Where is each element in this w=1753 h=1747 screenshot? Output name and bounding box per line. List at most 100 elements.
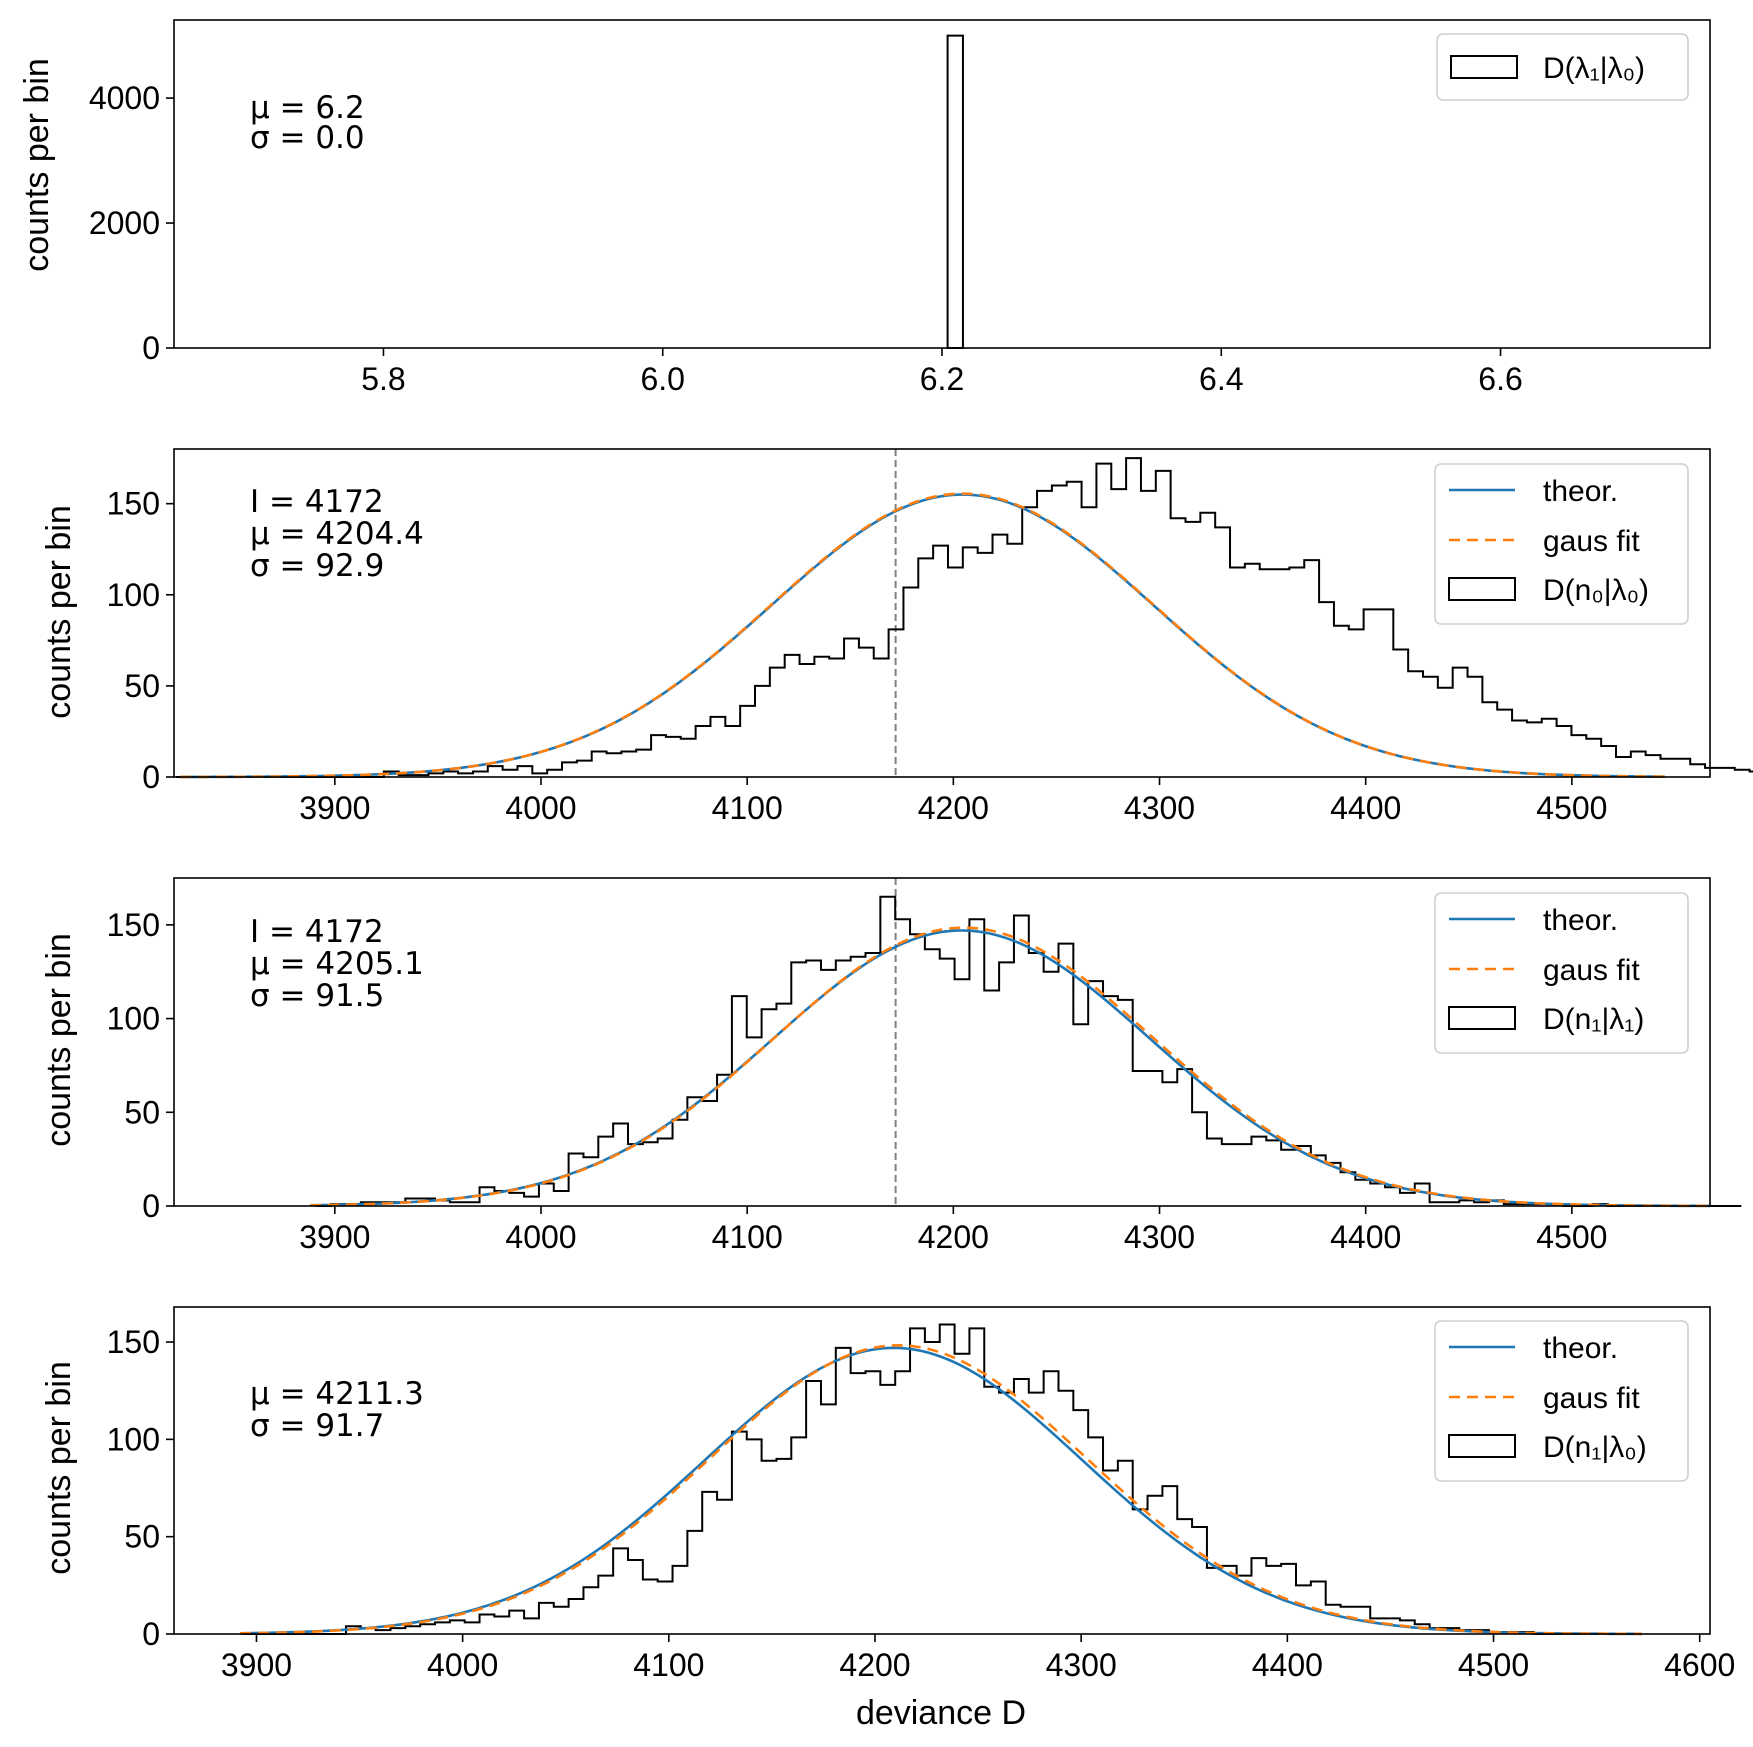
panel-1-xtick-label: 6.6	[1478, 361, 1522, 397]
panel-1-ytick-label: 2000	[89, 205, 160, 241]
panel-1-annotation-sigma: σ = 0.0	[250, 120, 365, 156]
panel-2-xtick-label: 4400	[1330, 790, 1401, 826]
panel-3-plot: 3900 4000 4100 4200 4300 4400 4500 0 50 100 150	[107, 877, 1742, 1255]
panel-3-xtick-label: 4000	[505, 1219, 576, 1255]
panel-4-xtick-label: 4400	[1252, 1647, 1323, 1683]
panel-2-xtick-label: 4300	[1124, 790, 1195, 826]
panel-4-legend: theor. gaus fit D(n₁|λ₀)	[1434, 1320, 1689, 1482]
panel-4-annotation-mu: μ = 4211.3	[250, 1376, 424, 1412]
panel-2-ytick-label: 50	[124, 668, 160, 704]
panel-3-legend-theor-label: theor.	[1543, 904, 1618, 937]
panel-1-xtick-label: 6.2	[920, 361, 964, 397]
panel-4-gaus-fit-curve	[239, 1344, 1642, 1636]
panel-4-annotations: μ = 4211.3 σ = 91.7	[250, 1376, 424, 1444]
panel-3-legend-hist-swatch	[1448, 1006, 1516, 1030]
panel-2-ylabel: counts per bin	[40, 505, 78, 719]
panel-3: 3900 4000 4100 4200 4300 4400 4500 0 50 100 150 co…	[40, 877, 1742, 1255]
panel-3-xtick-label: 3900	[299, 1219, 370, 1255]
panel-4-ytick-label: 0	[142, 1616, 160, 1652]
panel-3-annotation-mu: μ = 4205.1	[250, 946, 424, 982]
panel-2-ytick-label: 150	[107, 486, 160, 522]
panel-4-theor-curve	[239, 1346, 1642, 1636]
panel-1-legend-hist-swatch	[1450, 55, 1518, 79]
panel-1-legend-box	[1436, 33, 1689, 101]
panel-4-legend-fit-label: gaus fit	[1543, 1382, 1640, 1415]
panel-3-xtick-label: 4500	[1536, 1219, 1607, 1255]
panel-3-ytick-label: 100	[107, 1001, 160, 1037]
panel-1-xtick-label: 6.4	[1199, 361, 1243, 397]
panel-3-annotation-sigma: σ = 91.5	[250, 978, 384, 1014]
panel-1-xtick-label: 6.0	[640, 361, 684, 397]
panel-2-histogram	[176, 457, 1753, 778]
panel-2-annotation-i: I = 4172	[250, 484, 384, 520]
panel-3-ytick-label: 50	[124, 1094, 160, 1130]
panel-2-annotation-sigma: σ = 92.9	[250, 548, 384, 584]
panel-1-histogram	[946, 34, 964, 349]
panel-2-theor-curve	[180, 493, 1665, 779]
panel-3-annotations: I = 4172 μ = 4205.1 σ = 91.5	[250, 914, 424, 1014]
panel-2-annotations: I = 4172 μ = 4204.4 σ = 92.9	[250, 484, 424, 584]
panel-2-xtick-label: 4200	[918, 790, 989, 826]
panel-4: 3900 4000 4100 4200 4300 4400 4500 4600 0 50 100 15…	[40, 1306, 1735, 1732]
panel-1-ytick-label: 0	[142, 330, 160, 366]
panel-2-annotation-mu: μ = 4204.4	[250, 516, 424, 552]
panel-4-histogram	[242, 1323, 1638, 1635]
panel-3-legend: theor. gaus fit D(n₁|λ₁)	[1434, 892, 1689, 1054]
panel-4-xtick-label: 4200	[839, 1647, 910, 1683]
panel-4-ytick-label: 50	[124, 1519, 160, 1555]
panel-3-xtick-label: 4100	[712, 1219, 783, 1255]
panel-2-ytick-label: 100	[107, 577, 160, 613]
panel-1-annotations: μ = 6.2 σ = 0.0	[250, 90, 365, 156]
panel-2-plot: 3900 4000 4100 4200 4300 4400 4500 0 50 100 150	[107, 448, 1753, 826]
panel-4-axes-frame	[173, 1306, 1711, 1635]
panel-2-legend-theor-label: theor.	[1543, 475, 1618, 508]
panel-3-xtick-label: 4400	[1330, 1219, 1401, 1255]
panel-4-xtick-label: 4600	[1664, 1647, 1735, 1683]
panel-4-ytick-label: 100	[107, 1421, 160, 1457]
panel-4-legend-hist-swatch	[1448, 1434, 1516, 1458]
panel-2-axes-frame	[173, 448, 1711, 778]
panel-4-xtick-label: 4000	[427, 1647, 498, 1683]
panel-1-plot: 5.8 6.0 6.2 6.4 6.6 0 2000 4000	[89, 19, 1711, 397]
panel-2-legend: theor. gaus fit D(n₀|λ₀)	[1434, 463, 1689, 625]
panel-1-ytick-label: 4000	[89, 80, 160, 116]
panel-2-legend-hist-label: D(n₀|λ₀)	[1543, 574, 1649, 607]
panel-3-legend-hist-label: D(n₁|λ₁)	[1543, 1003, 1644, 1036]
panel-4-xtick-label: 3900	[221, 1647, 292, 1683]
panel-3-ylabel: counts per bin	[40, 933, 78, 1147]
panel-2-xtick-label: 3900	[299, 790, 370, 826]
panel-4-legend-theor-label: theor.	[1543, 1332, 1618, 1365]
panel-4-legend-box	[1434, 1320, 1689, 1482]
panel-4-ytick-label: 150	[107, 1324, 160, 1360]
panel-4-ylabel: counts per bin	[40, 1361, 78, 1575]
panel-4-annotation-sigma: σ = 91.7	[250, 1408, 384, 1444]
panel-2-xtick-label: 4500	[1536, 790, 1607, 826]
panel-4-plot: 3900 4000 4100 4200 4300 4400 4500 4600 0 50 100 15…	[107, 1306, 1735, 1683]
panel-3-xtick-label: 4200	[918, 1219, 989, 1255]
panel-1-legend-hist-label: D(λ₁|λ₀)	[1543, 52, 1645, 85]
panel-2-xtick-label: 4000	[505, 790, 576, 826]
panel-2-legend-hist-swatch	[1448, 577, 1516, 601]
panel-2-ytick-label: 0	[142, 759, 160, 795]
panel-4-xtick-label: 4500	[1458, 1647, 1529, 1683]
panel-1-ylabel: counts per bin	[18, 58, 56, 272]
panel-3-annotation-i: I = 4172	[250, 914, 384, 950]
panel-2-legend-fit-label: gaus fit	[1543, 525, 1640, 558]
panel-3-legend-fit-label: gaus fit	[1543, 954, 1640, 987]
panel-4-legend-hist-label: D(n₁|λ₀)	[1543, 1431, 1647, 1464]
panel-2-legend-box	[1434, 463, 1689, 625]
panel-1-annotation-mu: μ = 6.2	[250, 90, 365, 126]
panel-3-ytick-label: 0	[142, 1188, 160, 1224]
panel-1-legend: D(λ₁|λ₀)	[1436, 33, 1689, 101]
panel-4-xtick-label: 4100	[633, 1647, 704, 1683]
panel-4-xlabel: deviance D	[856, 1694, 1026, 1732]
panel-4-xtick-label: 4300	[1046, 1647, 1117, 1683]
panel-3-gaus-fit-curve	[310, 926, 1711, 1208]
panel-3-axes-frame	[173, 877, 1711, 1207]
panel-1-xtick-label: 5.8	[361, 361, 405, 397]
panel-3-legend-box	[1434, 892, 1689, 1054]
panel-2-xtick-label: 4100	[712, 790, 783, 826]
panel-3-ytick-label: 150	[107, 907, 160, 943]
